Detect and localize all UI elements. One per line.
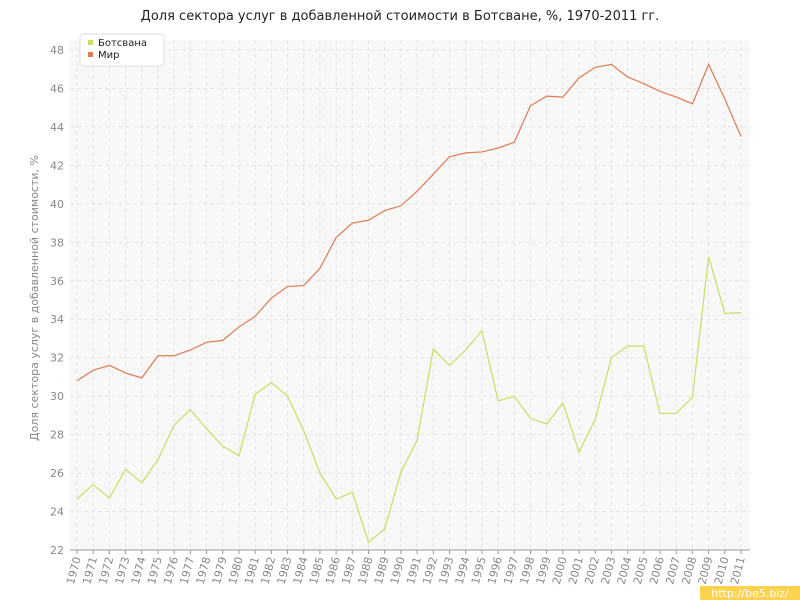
y-tick-label: 42 (50, 159, 64, 172)
y-tick-label: 24 (50, 506, 64, 519)
watermark-bg (700, 586, 800, 600)
y-tick-label: 40 (50, 198, 64, 211)
y-axis-label: Доля сектора услуг в добавленной стоимос… (28, 155, 41, 441)
y-tick-label: 30 (50, 390, 64, 403)
y-tick-label: 36 (50, 275, 64, 288)
legend-box (79, 33, 165, 67)
legend-swatch (88, 52, 93, 57)
y-tick-label: 44 (50, 121, 64, 134)
y-tick-label: 26 (50, 467, 64, 480)
y-tick-label: 48 (50, 44, 64, 57)
y-tick-label: 22 (50, 544, 64, 557)
y-tick-label: 32 (50, 352, 64, 365)
chart-title: Доля сектора услуг в добавленной стоимос… (141, 9, 660, 24)
y-tick-label: 46 (50, 82, 64, 95)
line-series (76, 62, 742, 382)
plot-area (70, 40, 750, 550)
y-tick-label: 34 (50, 313, 64, 326)
y-tick-label: 38 (50, 236, 64, 249)
legend-swatch (88, 40, 93, 45)
y-tick-label: 28 (50, 429, 64, 442)
watermark: http://be5.biz/ (711, 587, 789, 600)
legend-label: Ботсвана (98, 38, 147, 49)
legend-label: Мир (98, 50, 119, 61)
line-series (76, 256, 742, 544)
